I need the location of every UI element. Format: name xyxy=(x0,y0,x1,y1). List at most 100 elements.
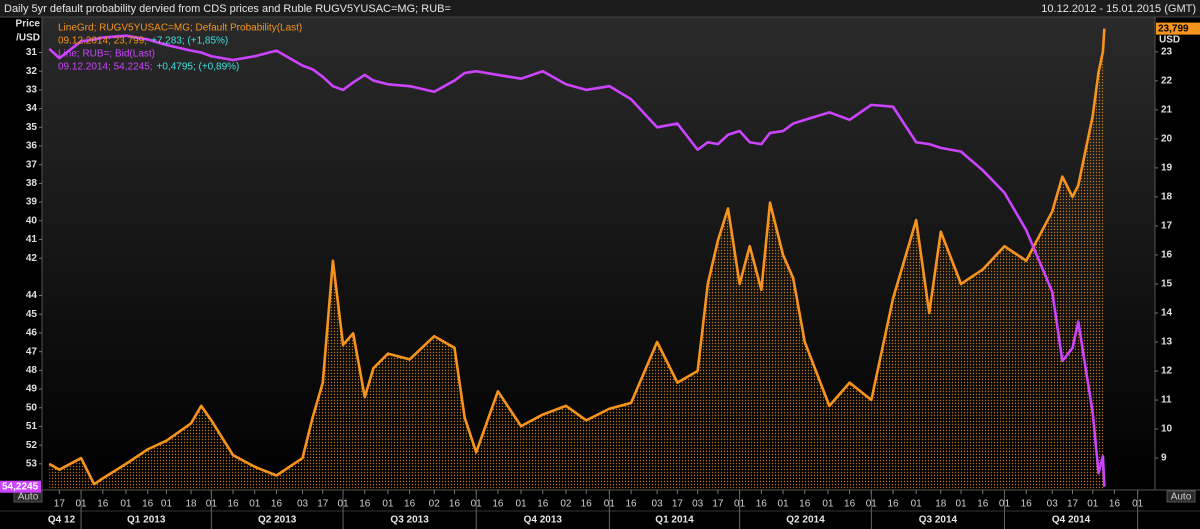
y-tick-label: 39 xyxy=(26,197,38,208)
x-tick-label: 01 xyxy=(822,499,834,510)
y-tick-label: 31 xyxy=(26,47,38,58)
x-tick-label: 01 xyxy=(777,499,789,510)
x-tick-label: 16 xyxy=(626,499,638,510)
y-axis-label: /USD xyxy=(16,33,40,44)
last-value-box xyxy=(1156,22,1200,35)
last-value-label: 23,799 xyxy=(1158,23,1189,34)
x-tick-label: 01 xyxy=(249,499,261,510)
x-tick-label: 16 xyxy=(799,499,811,510)
quarter-label: Q3 2013 xyxy=(390,515,429,526)
legend-name: LineGrd; RUGV5YUSAC=MG; Default Probabil… xyxy=(58,23,302,34)
button-frame[interactable] xyxy=(1166,490,1196,503)
header-bar xyxy=(0,0,1200,17)
y-tick-label: 33 xyxy=(26,85,38,96)
y-tick-label: 52 xyxy=(26,440,38,451)
x-tick-label: 16 xyxy=(492,499,504,510)
last-value-box xyxy=(0,480,41,493)
y-tick-label: 49 xyxy=(26,384,38,395)
y2-tick-label: 23 xyxy=(1161,46,1173,57)
quarter-label: Q4 12 xyxy=(48,515,76,526)
y2-tick-label: 16 xyxy=(1161,250,1173,261)
quarter-label: Q4 2014 xyxy=(1052,515,1091,526)
y-tick-label: 53 xyxy=(26,458,38,469)
button-label[interactable]: Auto xyxy=(18,492,39,503)
y-tick-label: 36 xyxy=(26,141,38,152)
y-tick-label: 44 xyxy=(26,290,38,301)
line xyxy=(48,34,1106,487)
y-tick-label: 32 xyxy=(26,66,38,77)
x-tick-label: 03 xyxy=(1047,499,1059,510)
x-tick-label: 16 xyxy=(449,499,461,510)
y2-tick-label: 11 xyxy=(1161,395,1172,406)
x-tick-label: 02 xyxy=(429,499,441,510)
quarter-label: Q1 2013 xyxy=(127,515,166,526)
area xyxy=(49,28,1105,490)
button-label[interactable]: Auto xyxy=(1171,492,1192,503)
y-tick-label: 46 xyxy=(26,328,38,339)
quarter-label: Q3 2014 xyxy=(919,515,958,526)
y2-tick-label: 17 xyxy=(1161,221,1173,232)
quarter-label: Q2 2014 xyxy=(786,515,825,526)
legend-name: Line; RUB=; Bid(Last) xyxy=(58,49,155,60)
y-tick-label: 35 xyxy=(26,122,38,133)
chart-title: Daily 5yr default probability dervied fr… xyxy=(4,3,451,15)
auto-button[interactable]: Auto xyxy=(13,490,43,503)
x-tick-label: 01 xyxy=(120,499,132,510)
quarter-label: Q4 2013 xyxy=(524,515,563,526)
y-tick-label: 47 xyxy=(26,346,38,357)
y-tick-label: 48 xyxy=(26,365,38,376)
line xyxy=(48,28,1106,486)
x-tick-label: 17 xyxy=(1067,499,1079,510)
x-tick-label: 16 xyxy=(359,499,371,510)
y-tick-label: 41 xyxy=(26,234,38,245)
quarter-label: Q2 2013 xyxy=(258,515,297,526)
x-tick-label: 18 xyxy=(935,499,947,510)
x-tick-label: 16 xyxy=(271,499,283,510)
y2-tick-label: 12 xyxy=(1161,366,1173,377)
x-tick-label: 01 xyxy=(382,499,394,510)
x-tick-label: 03 xyxy=(297,499,309,510)
x-tick-label: 16 xyxy=(97,499,109,510)
auto-button[interactable]: Auto xyxy=(1166,490,1196,503)
y-tick-label: 34 xyxy=(26,103,38,114)
x-tick-label: 17 xyxy=(54,499,66,510)
x-tick-label: 01 xyxy=(1087,499,1099,510)
plot-layer xyxy=(48,28,1106,490)
y-axis-label: Price xyxy=(16,19,41,30)
x-tick-label: 16 xyxy=(581,499,593,510)
legend-change: +0,4795; (+0,89%) xyxy=(157,62,240,73)
x-tick-label: 17 xyxy=(672,499,684,510)
x-tick-label: 17 xyxy=(317,499,329,510)
y2-tick-label: 13 xyxy=(1161,337,1173,348)
y2-axis-label: USD xyxy=(1159,35,1180,46)
legend-info: 09.12.2014; 54,2245; xyxy=(58,62,153,73)
y2-tick-label: 22 xyxy=(1161,75,1173,86)
x-tick-label: 01 xyxy=(911,499,923,510)
x-tick-label: 16 xyxy=(977,499,989,510)
y2-tick-label: 10 xyxy=(1161,424,1173,435)
y-tick-label: 51 xyxy=(26,421,38,432)
y2-tick-label: 9 xyxy=(1161,453,1167,464)
y2-tick-label: 20 xyxy=(1161,134,1173,145)
y-tick-label: 38 xyxy=(26,178,38,189)
quarter-label: Q1 2014 xyxy=(655,515,694,526)
x-tick-label: 16 xyxy=(1109,499,1121,510)
x-tick-label: 16 xyxy=(844,499,856,510)
x-tick-label: 01 xyxy=(516,499,528,510)
y-tick-label: 50 xyxy=(26,402,38,413)
x-tick-label: 02 xyxy=(560,499,572,510)
x-tick-label: 16 xyxy=(227,499,239,510)
x-tick-label: 16 xyxy=(756,499,768,510)
y2-tick-label: 18 xyxy=(1161,192,1173,203)
x-tick-label: 03 xyxy=(692,499,704,510)
x-tick-label: 16 xyxy=(537,499,549,510)
date-range: 10.12.2012 - 15.01.2015 (GMT) xyxy=(1041,3,1196,15)
y2-tick-label: 21 xyxy=(1161,104,1173,115)
legend-info: 09.12.2014; 23,799; xyxy=(58,36,147,47)
y2-tick-label: 15 xyxy=(1161,279,1173,290)
y-tick-label: 42 xyxy=(26,253,38,264)
x-tick-label: 16 xyxy=(887,499,899,510)
x-tick-label: 16 xyxy=(1021,499,1033,510)
y-tick-label: 37 xyxy=(26,159,38,170)
